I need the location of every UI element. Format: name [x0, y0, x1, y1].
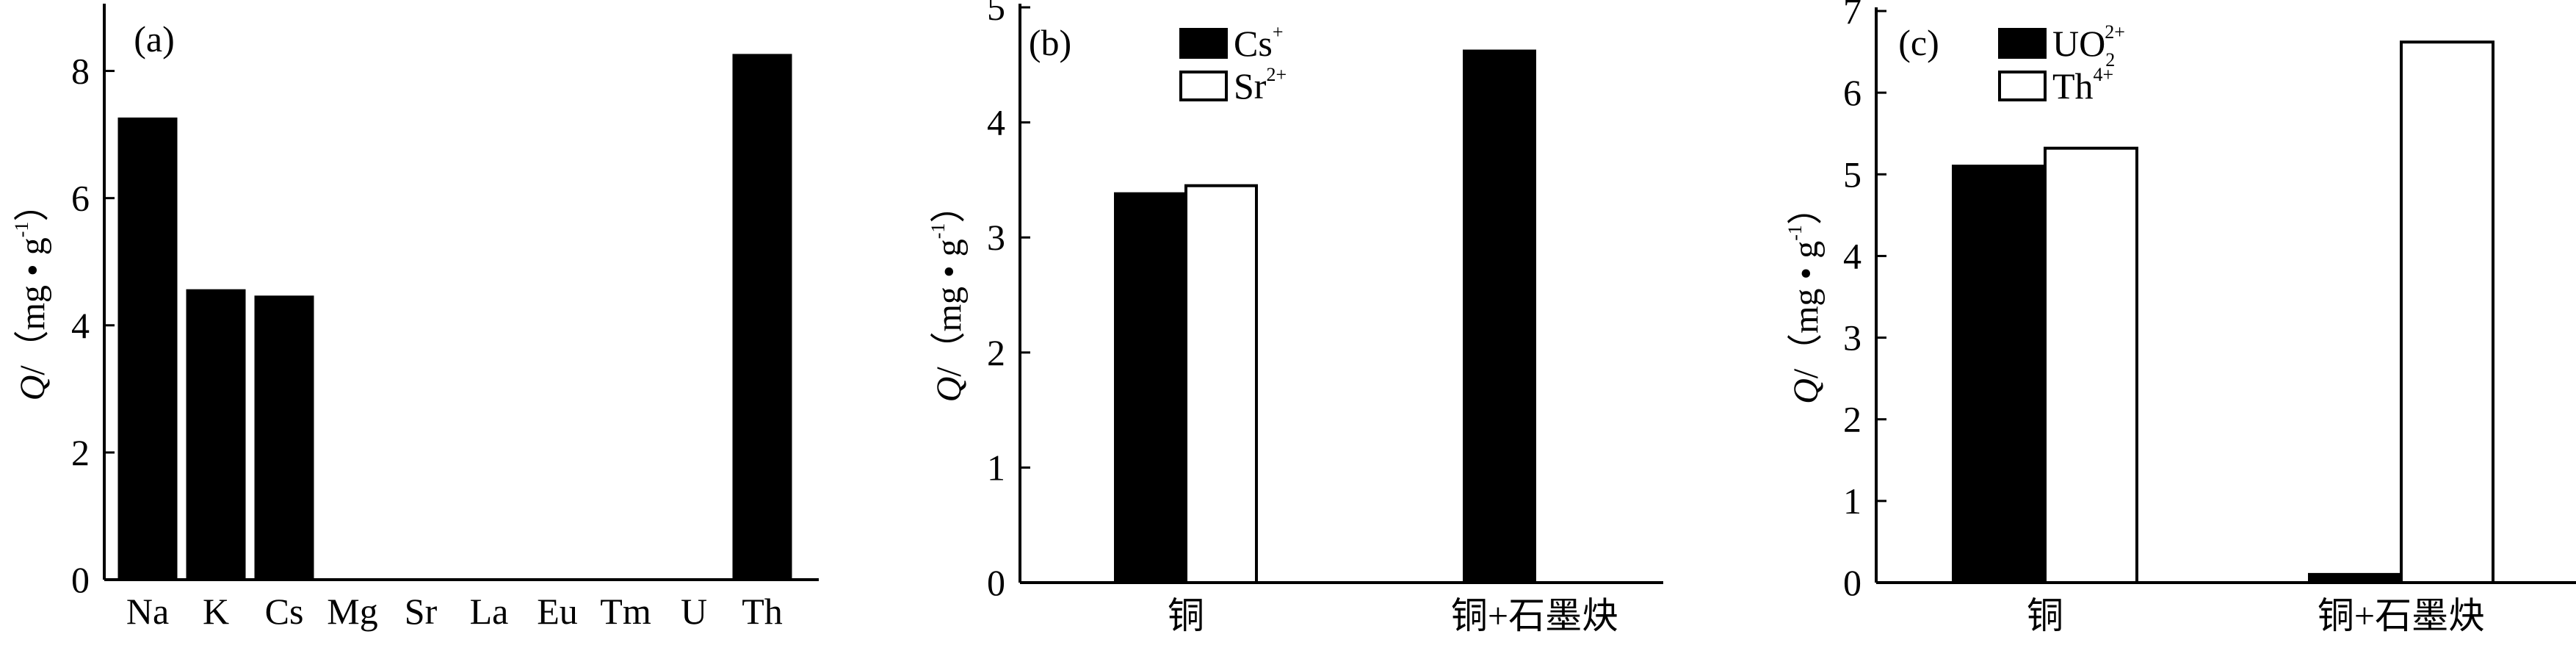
- y-tick-label: 2: [987, 332, 1005, 373]
- y-tick-label: 8: [71, 51, 90, 92]
- panel-tag: (a): [134, 18, 175, 60]
- y-axis-label-symbol: Q: [13, 375, 52, 401]
- x-tick-label: La: [470, 591, 509, 632]
- y-tick-label: 3: [1843, 317, 1862, 359]
- y-axis-label-sup: -1: [1784, 225, 1806, 241]
- y-tick-label: 6: [1843, 72, 1862, 113]
- x-tick-label: 铜+石墨炔: [1451, 595, 1618, 636]
- x-tick-label: Sr: [405, 591, 438, 632]
- bar-series-0-cat-0: [1952, 165, 2047, 584]
- y-axis-label-symbol: Q: [930, 377, 969, 403]
- bar-k: [186, 289, 246, 581]
- y-tick-label: 0: [987, 562, 1005, 603]
- y-tick-label: 4: [1843, 235, 1862, 276]
- legend-swatch: [1998, 28, 2047, 59]
- legend-label: Sr2+: [1234, 64, 1287, 107]
- y-tick-label: 4: [71, 305, 90, 346]
- legend-series-sub: 2: [2105, 49, 2115, 71]
- y-axis-label-sup: -1: [11, 222, 32, 238]
- legend-series-name: Sr: [1234, 65, 1267, 107]
- legend-swatch: [1998, 71, 2047, 101]
- y-tick-label: 2: [71, 432, 90, 473]
- bar-series-0-cat-1: [1463, 49, 1536, 585]
- x-tick-label: 铜: [1168, 595, 1204, 636]
- y-tick-label: 5: [987, 0, 1005, 28]
- y-tick-label: 1: [1843, 480, 1862, 522]
- y-axis-label: Q/（mg • g-1）: [1784, 190, 1826, 404]
- panel-tag: (c): [1898, 22, 1939, 63]
- legend-label: Th4+: [2052, 64, 2113, 107]
- y-tick-label: 0: [1843, 562, 1862, 603]
- legend-series-name: Cs: [1234, 23, 1273, 64]
- legend-series-sup: 2+: [1266, 64, 1287, 85]
- legend-series-sup: 4+: [2094, 64, 2114, 85]
- y-axis-label: Q/（mg • g-1）: [927, 188, 969, 403]
- x-tick-label: Cs: [265, 591, 304, 632]
- x-tick-label: Mg: [327, 591, 377, 632]
- legend-series-sup: +: [1273, 21, 1284, 43]
- legend-swatch: [1179, 28, 1228, 59]
- y-tick-label: 6: [71, 178, 90, 219]
- y-axis-label-sup: -1: [927, 223, 949, 240]
- legend-label: Cs+: [1234, 21, 1283, 64]
- y-axis-label-unit: /（mg • g: [13, 237, 52, 375]
- bar-series-1-cat-1: [2400, 40, 2494, 584]
- y-axis-label-unit: /（mg • g: [930, 239, 969, 376]
- y-axis-label-unit: /（mg • g: [1787, 241, 1826, 378]
- y-axis-label-close: ）: [1787, 190, 1826, 225]
- chart-panel-a: 0 2 4 6 8 Q/（mg • g-1） (a) Na K Cs Mg Sr La Eu Tm U Th: [11, 4, 819, 632]
- x-tick-label: Tm: [600, 591, 651, 632]
- x-tick-label: K: [203, 591, 229, 632]
- legend-swatch: [1179, 71, 1228, 101]
- bar-series-1-cat-0: [1184, 184, 1258, 585]
- y-tick-label: 0: [71, 559, 90, 600]
- x-tick-label: 铜+石墨炔: [2318, 595, 2485, 636]
- legend-series-name: UO: [2052, 23, 2105, 64]
- panel-tag: (b): [1029, 22, 1071, 63]
- y-tick-label: 4: [987, 102, 1005, 143]
- bar-th: [732, 54, 792, 581]
- y-axis-label-close: ）: [930, 188, 969, 223]
- y-tick-label: 1: [987, 447, 1005, 488]
- legend-label: UO2 2+: [2052, 21, 2125, 71]
- x-tick-label: Na: [126, 591, 169, 632]
- legend-series-sup: 2+: [2105, 21, 2125, 43]
- y-axis-label-close: ）: [13, 187, 52, 222]
- bar-cs: [254, 295, 314, 581]
- legend-series-name: Th: [2052, 65, 2094, 107]
- y-tick-label: 2: [1843, 399, 1862, 440]
- bar-series-0-cat-1: [2308, 572, 2403, 585]
- y-tick-label: 5: [1843, 154, 1862, 195]
- x-tick-label: 铜: [2027, 595, 2063, 636]
- y-tick-label: 7: [1843, 0, 1862, 32]
- x-tick-label: Eu: [537, 591, 578, 632]
- x-tick-label: U: [681, 591, 707, 632]
- y-axis-label-symbol: Q: [1787, 378, 1826, 404]
- bar-na: [117, 117, 178, 581]
- bar-series-0-cat-0: [1114, 192, 1187, 584]
- x-tick-label: Th: [742, 591, 783, 632]
- bar-series-1-cat-0: [2044, 146, 2138, 585]
- y-tick-label: 3: [987, 217, 1005, 258]
- y-axis-label: Q/（mg • g-1）: [11, 187, 52, 401]
